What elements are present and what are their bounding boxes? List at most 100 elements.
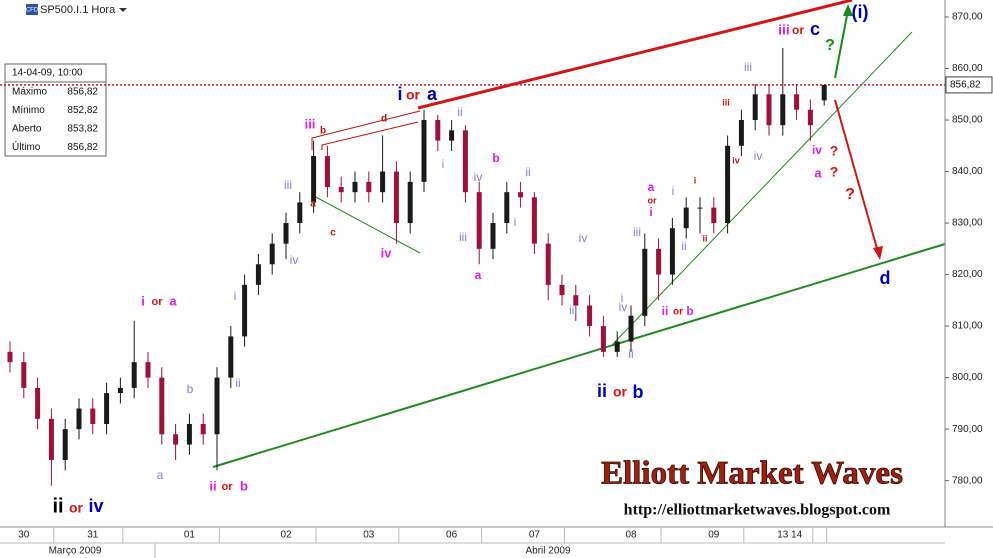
red-thin-line xyxy=(321,121,419,150)
red-thin-line xyxy=(311,110,421,150)
candle-body xyxy=(352,181,358,193)
candle-body xyxy=(476,192,482,249)
wave-label: iv xyxy=(812,143,822,157)
wave-label: or xyxy=(222,481,234,493)
candle-body xyxy=(669,228,675,275)
y-tick-label: 780,00 xyxy=(952,475,983,486)
wave-label: a xyxy=(814,165,822,180)
watermark: Elliott Market Waves xyxy=(601,456,903,492)
green-arrow xyxy=(834,9,849,79)
candle-body xyxy=(76,408,82,430)
candle-body xyxy=(35,387,41,419)
wave-label: a xyxy=(169,293,177,308)
wave-label: b xyxy=(320,126,326,137)
wave-label: iii xyxy=(722,97,730,107)
candle-body xyxy=(255,264,261,285)
candle-body xyxy=(738,120,744,146)
info-box: 14-04-09, 10:00 xyxy=(4,63,107,157)
badge xyxy=(26,4,38,15)
wave-label: d xyxy=(381,114,387,125)
candle-body xyxy=(794,94,800,110)
candle-body xyxy=(642,248,648,316)
wave-label: ii xyxy=(52,495,63,517)
wave-label: ? xyxy=(845,186,855,203)
wave-label: ii xyxy=(662,304,669,318)
candle-body xyxy=(269,243,275,265)
wave-label: b xyxy=(240,478,248,493)
green-channel-bottom xyxy=(212,243,946,468)
y-tick-label: 840,00 xyxy=(952,166,983,177)
info-frame xyxy=(4,63,107,157)
wave-label: i xyxy=(397,84,402,104)
candle-body xyxy=(600,326,606,352)
candle-body xyxy=(766,94,772,126)
candle-body xyxy=(90,408,96,424)
arrow-head xyxy=(873,246,883,260)
wave-label: or xyxy=(613,384,628,400)
candle-body xyxy=(614,341,620,352)
wave-label: ii xyxy=(209,478,216,493)
candle-body xyxy=(7,351,13,363)
wave-label: i xyxy=(672,184,675,198)
wave-label: iii xyxy=(633,225,641,239)
candle-body xyxy=(214,377,220,435)
wave-label: iv xyxy=(474,170,483,184)
candle-body xyxy=(628,315,634,342)
wave-label: or xyxy=(406,87,421,103)
candle-body xyxy=(338,187,344,193)
wave-label: ii xyxy=(457,105,462,119)
wave-label: i xyxy=(442,157,445,171)
month-label: Abril 2009 xyxy=(525,546,570,557)
x-tick-label: 03 xyxy=(363,530,375,541)
candle-body xyxy=(780,94,786,126)
wave-label: iv xyxy=(579,231,588,245)
candle-body xyxy=(725,145,731,224)
x-tick-label: 08 xyxy=(625,530,637,541)
dropdown-arrow[interactable] xyxy=(119,8,127,12)
wave-label: or xyxy=(152,296,164,308)
y-tick-label: 850,00 xyxy=(952,115,983,126)
wave-label: iv xyxy=(290,253,299,267)
wave-label: iv xyxy=(754,149,763,163)
x-tick-label: 09 xyxy=(708,530,720,541)
candle-body xyxy=(393,171,399,224)
x-tick-label: 07 xyxy=(529,530,541,541)
candle-body xyxy=(421,120,427,182)
candle-body xyxy=(324,156,330,187)
red-arrow xyxy=(834,99,879,253)
wave-label: iii xyxy=(778,22,790,38)
info-label: Máximo xyxy=(12,87,47,98)
wave-label: a xyxy=(648,180,655,194)
wave-label: d xyxy=(880,268,891,288)
x-tick-label: 01 xyxy=(184,530,196,541)
x-tick-label: 30 xyxy=(18,530,30,541)
wave-label: iii xyxy=(744,60,752,74)
candle-body xyxy=(131,362,137,388)
url: http://elliottmarketwaves.blogspot.com xyxy=(624,502,891,519)
wave-label: ? xyxy=(830,143,839,159)
candle-body xyxy=(587,305,593,327)
x-tick-label: 31 xyxy=(87,530,99,541)
wave-label: i xyxy=(694,175,697,185)
wave-label: or xyxy=(792,23,804,37)
candle-body xyxy=(504,192,510,224)
candle-body xyxy=(711,207,717,224)
wave-label: i xyxy=(514,215,517,229)
wave-label: (i) xyxy=(852,2,869,22)
y-tick-label: 800,00 xyxy=(952,372,983,383)
candle-body xyxy=(228,336,234,378)
candle-body xyxy=(697,207,703,209)
red-channel-top xyxy=(417,0,853,110)
wave-label: ii xyxy=(525,165,530,179)
wave-label: b xyxy=(686,304,693,318)
trendlines xyxy=(212,0,946,468)
info-value: 856,82 xyxy=(67,142,98,153)
candle-body xyxy=(435,120,441,141)
candle-body xyxy=(490,223,496,249)
info-value: 852,82 xyxy=(67,105,98,116)
y-tick-label: 860,00 xyxy=(952,63,983,74)
info-value: 856,82 xyxy=(67,87,98,98)
wave-label: or xyxy=(648,195,657,205)
wave-label: i xyxy=(141,293,145,308)
x-tick-label: 13 xyxy=(777,530,789,541)
